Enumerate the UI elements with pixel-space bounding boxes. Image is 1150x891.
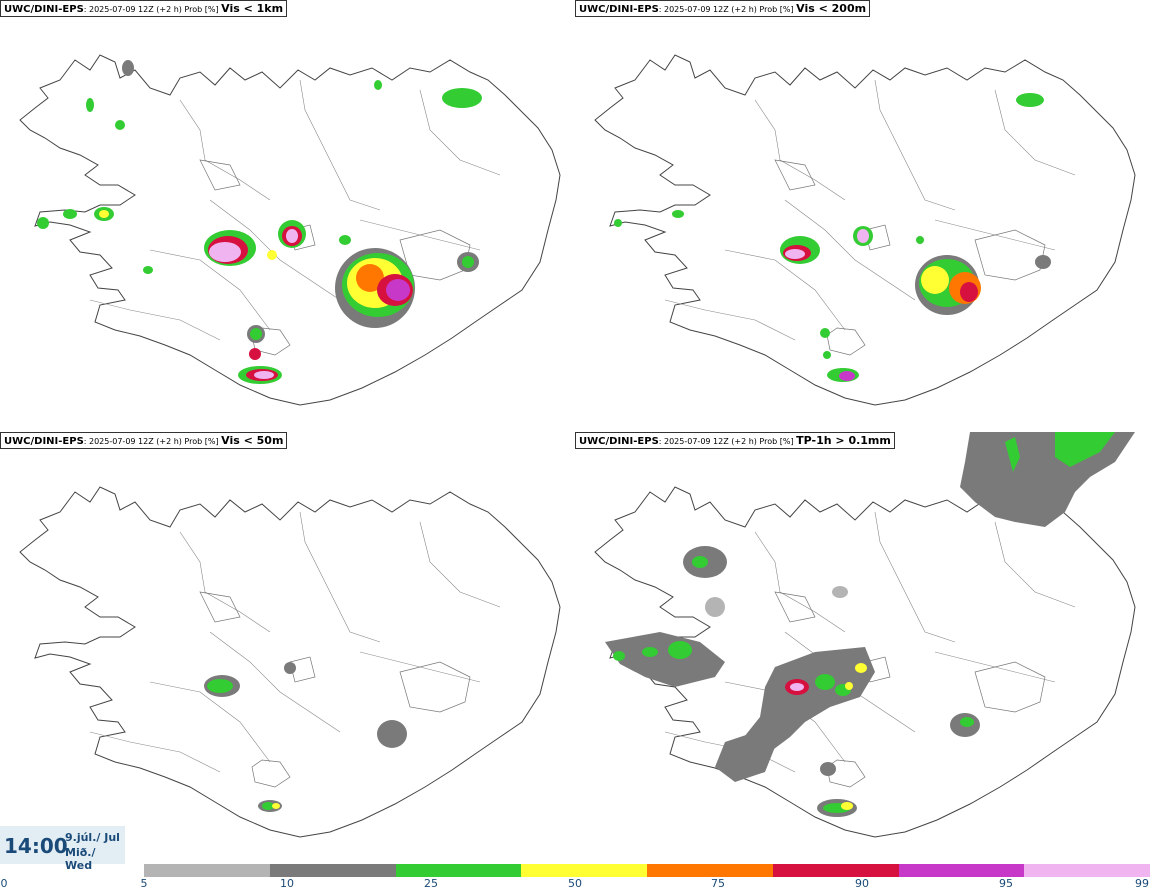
colorbar-tick-label: 95	[999, 877, 1013, 890]
panel-title: UWC/DINI-EPS: 2025-07-09 12Z (+2 h) Prob…	[0, 432, 288, 449]
map-vis-200m	[594, 54, 1136, 406]
panel-meta: : 2025-07-09 12Z (+2 h) Prob [%]	[83, 5, 222, 14]
panel-vis-1km: UWC/DINI-EPS: 2025-07-09 12Z (+2 h) Prob…	[0, 0, 575, 432]
panel-meta: : 2025-07-09 12Z (+2 h) Prob [%]	[83, 437, 222, 446]
colorbar-labels: 0 5 10 25 50 75 90 95 99	[0, 877, 1150, 891]
colorbar-bin	[1024, 864, 1150, 877]
probability-colorbar	[144, 864, 1150, 877]
colorbar-tick-label: 99	[1135, 877, 1149, 890]
colorbar-bin	[521, 864, 647, 877]
valid-time-box: 14:00 9.júl./ Jul Mið./ Wed	[0, 826, 125, 872]
prob-blobs	[204, 662, 407, 812]
panel-variable: Vis < 50m	[221, 434, 284, 447]
panel-source: UWC/DINI-EPS	[579, 436, 659, 447]
prob-blobs	[605, 432, 1135, 817]
colorbar-bin	[772, 864, 899, 877]
panel-title: UWC/DINI-EPS: 2025-07-09 12Z (+2 h) Prob…	[575, 432, 895, 449]
colorbar-bin	[395, 864, 522, 877]
prob-blobs	[37, 60, 482, 384]
colorbar-bin	[647, 864, 773, 877]
valid-date-line1: 9.júl./ Jul	[65, 831, 120, 844]
panel-variable: TP-1h > 0.1mm	[796, 434, 891, 447]
panel-vis-50m: UWC/DINI-EPS: 2025-07-09 12Z (+2 h) Prob…	[0, 432, 575, 864]
colorbar-tick-label: 50	[568, 877, 582, 890]
panel-meta: : 2025-07-09 12Z (+2 h) Prob [%]	[658, 5, 797, 14]
colorbar-tick-label: 5	[140, 877, 148, 890]
map-tp-1h	[594, 432, 1136, 838]
colorbar-bin	[898, 864, 1025, 877]
map-vis-1km	[19, 54, 561, 406]
panel-vis-200m: UWC/DINI-EPS: 2025-07-09 12Z (+2 h) Prob…	[575, 0, 1150, 432]
colorbar-tick-label: 10	[280, 877, 294, 890]
panel-source: UWC/DINI-EPS	[579, 4, 659, 15]
colorbar-tick-label: 75	[711, 877, 725, 890]
panel-meta: : 2025-07-09 12Z (+2 h) Prob [%]	[658, 437, 797, 446]
panel-source: UWC/DINI-EPS	[4, 436, 84, 447]
panel-title: UWC/DINI-EPS: 2025-07-09 12Z (+2 h) Prob…	[0, 0, 288, 17]
panel-tp-1h: UWC/DINI-EPS: 2025-07-09 12Z (+2 h) Prob…	[575, 432, 1150, 864]
colorbar-bin	[269, 864, 396, 877]
valid-date-line2: Mið./ Wed	[65, 846, 96, 872]
colorbar-tick-label: 90	[855, 877, 869, 890]
panel-variable: Vis < 1km	[221, 2, 284, 15]
panel-source: UWC/DINI-EPS	[4, 4, 84, 15]
panel-title: UWC/DINI-EPS: 2025-07-09 12Z (+2 h) Prob…	[575, 0, 871, 17]
colorbar-bin	[144, 864, 270, 877]
valid-time: 14:00	[4, 834, 68, 858]
map-vis-50m	[19, 486, 561, 838]
panel-variable: Vis < 200m	[796, 2, 867, 15]
colorbar-tick-label: 0	[0, 877, 8, 890]
colorbar-tick-label: 25	[424, 877, 438, 890]
prob-blobs	[614, 93, 1051, 382]
